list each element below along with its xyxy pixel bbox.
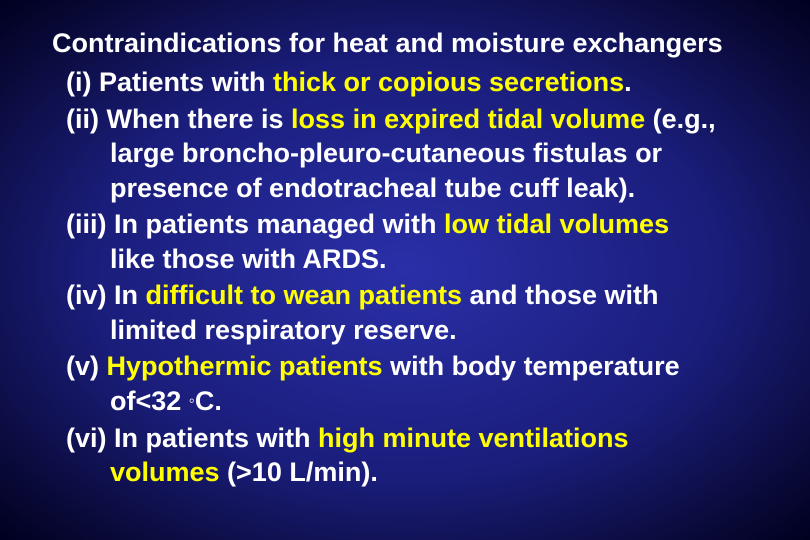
text-emph: difficult to wean patients: [146, 280, 463, 310]
text-emph: thick or copious secretions: [273, 67, 624, 97]
marker: (v): [66, 351, 99, 381]
text-emph: loss in expired tidal volume: [291, 104, 645, 134]
text-post: (e.g.,: [645, 104, 716, 134]
list-item-iv: (iv) In difficult to wean patients and t…: [66, 278, 768, 347]
marker: (iv): [66, 280, 107, 310]
text-cont: like those with ARDS.: [66, 242, 768, 277]
text-emph: low tidal volumes: [444, 209, 669, 239]
text: of<32: [110, 386, 189, 416]
list-item-iii: (iii) In patients managed with low tidal…: [66, 207, 768, 276]
text-pre: When there is: [99, 104, 291, 134]
text-pre: In patients managed with: [107, 209, 445, 239]
text-post: with body temperature: [383, 351, 680, 381]
text: (>10 L/min).: [220, 457, 378, 487]
text-post: .: [624, 67, 632, 97]
list-item-vi: (vi) In patients with high minute ventil…: [66, 421, 768, 490]
text-cont: presence of endotracheal tube cuff leak)…: [66, 171, 768, 206]
text-emph: high minute ventilations: [318, 423, 629, 453]
list-item-i: (i) Patients with thick or copious secre…: [66, 65, 768, 100]
slide-title: Contraindications for heat and moisture …: [52, 28, 768, 59]
marker: (iii): [66, 209, 107, 239]
contraindication-list: (i) Patients with thick or copious secre…: [66, 65, 768, 490]
marker: (vi): [66, 423, 107, 453]
text-cont: of<32 ◦C.: [66, 384, 768, 419]
slide: Contraindications for heat and moisture …: [0, 0, 810, 540]
text-pre: Patients with: [91, 67, 273, 97]
text-pre: In: [107, 280, 146, 310]
text-cont: large broncho-pleuro-cutaneous fistulas …: [66, 136, 768, 171]
list-item-v: (v) Hypothermic patients with body tempe…: [66, 349, 768, 418]
text-emph: volumes: [110, 457, 220, 487]
text: C.: [195, 386, 222, 416]
text-post: and those with: [462, 280, 659, 310]
text-emph: Hypothermic patients: [107, 351, 383, 381]
text-pre: [99, 351, 107, 381]
marker: (i): [66, 67, 91, 97]
text-pre: In patients with: [107, 423, 319, 453]
text-cont: volumes (>10 L/min).: [66, 455, 768, 490]
text-cont: limited respiratory reserve.: [66, 313, 768, 348]
list-item-ii: (ii) When there is loss in expired tidal…: [66, 102, 768, 206]
marker: (ii): [66, 104, 99, 134]
